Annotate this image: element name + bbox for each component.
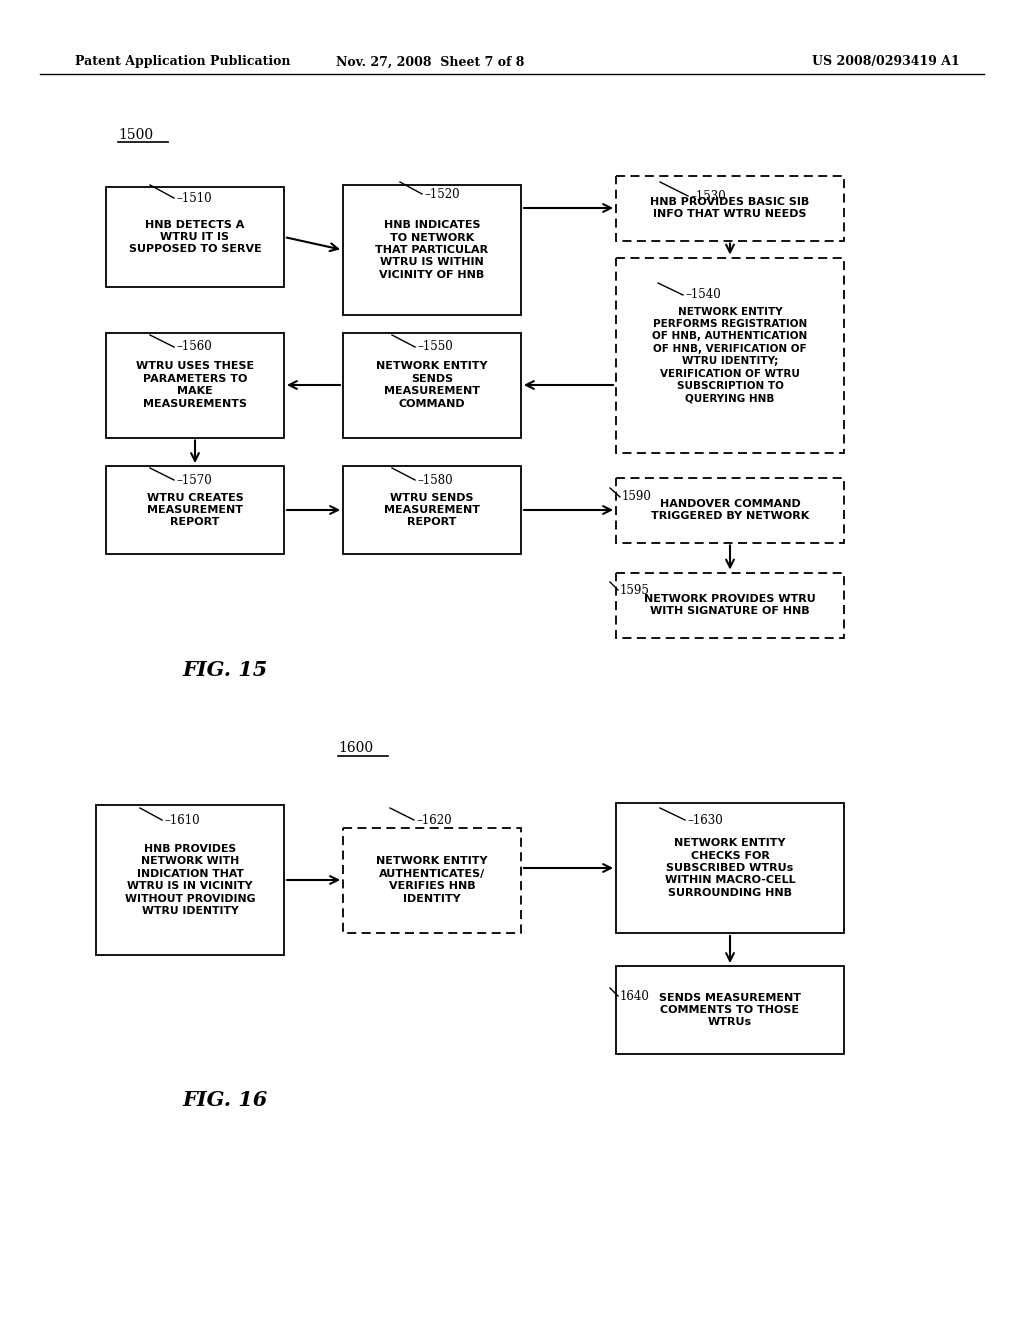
Text: HANDOVER COMMAND
TRIGGERED BY NETWORK: HANDOVER COMMAND TRIGGERED BY NETWORK [651,499,809,521]
Text: 1500: 1500 [118,128,154,143]
Text: NETWORK ENTITY
CHECKS FOR
SUBSCRIBED WTRUs
WITHIN MACRO-CELL
SURROUNDING HNB: NETWORK ENTITY CHECKS FOR SUBSCRIBED WTR… [665,838,796,898]
Bar [616,478,844,543]
Text: HNB DETECTS A
WTRU IT IS
SUPPOSED TO SERVE: HNB DETECTS A WTRU IT IS SUPPOSED TO SER… [129,219,261,255]
Text: Nov. 27, 2008  Sheet 7 of 8: Nov. 27, 2008 Sheet 7 of 8 [336,55,524,69]
Text: NETWORK ENTITY
PERFORMS REGISTRATION
OF HNB, AUTHENTICATION
OF HNB, VERIFICATION: NETWORK ENTITY PERFORMS REGISTRATION OF … [652,306,808,404]
Bar [616,573,844,638]
Bar [616,966,844,1053]
Bar [106,187,284,286]
Text: FIG. 15: FIG. 15 [182,660,267,680]
Bar [106,466,284,554]
Text: –1520: –1520 [424,187,460,201]
Text: HNB PROVIDES BASIC SIB
INFO THAT WTRU NEEDS: HNB PROVIDES BASIC SIB INFO THAT WTRU NE… [650,197,810,219]
Text: US 2008/0293419 A1: US 2008/0293419 A1 [812,55,961,69]
Bar [343,828,521,932]
Text: 1595: 1595 [620,583,650,597]
Text: –1510: –1510 [176,191,212,205]
Text: –1630: –1630 [687,813,723,826]
Text: 1590: 1590 [622,491,652,503]
Text: HNB INDICATES
TO NETWORK
THAT PARTICULAR
WTRU IS WITHIN
VICINITY OF HNB: HNB INDICATES TO NETWORK THAT PARTICULAR… [376,220,488,280]
Text: 1600: 1600 [338,741,373,755]
Text: –1610: –1610 [164,813,200,826]
Text: FIG. 16: FIG. 16 [182,1090,267,1110]
Text: SENDS MEASUREMENT
COMMENTS TO THOSE
WTRUs: SENDS MEASUREMENT COMMENTS TO THOSE WTRU… [659,993,801,1027]
Bar [96,805,284,954]
Text: –1580: –1580 [417,474,453,487]
Bar [343,185,521,315]
Bar [343,333,521,437]
Text: –1540: –1540 [685,289,721,301]
Text: HNB PROVIDES
NETWORK WITH
INDICATION THAT
WTRU IS IN VICINITY
WITHOUT PROVIDING
: HNB PROVIDES NETWORK WITH INDICATION THA… [125,843,255,916]
Text: NETWORK ENTITY
SENDS
MEASUREMENT
COMMAND: NETWORK ENTITY SENDS MEASUREMENT COMMAND [376,362,487,409]
Text: 1640: 1640 [620,990,650,1002]
Bar [616,176,844,240]
Bar [106,333,284,437]
Text: WTRU CREATES
MEASUREMENT
REPORT: WTRU CREATES MEASUREMENT REPORT [146,492,244,528]
Text: NETWORK PROVIDES WTRU
WITH SIGNATURE OF HNB: NETWORK PROVIDES WTRU WITH SIGNATURE OF … [644,594,816,616]
Text: NETWORK ENTITY
AUTHENTICATES/
VERIFIES HNB
IDENTITY: NETWORK ENTITY AUTHENTICATES/ VERIFIES H… [376,857,487,904]
Bar [616,803,844,933]
Bar [343,466,521,554]
Text: –1570: –1570 [176,474,212,487]
Text: –1620: –1620 [416,813,452,826]
Text: Patent Application Publication: Patent Application Publication [75,55,291,69]
Text: –1560: –1560 [176,341,212,354]
Bar [616,257,844,453]
Text: WTRU USES THESE
PARAMETERS TO
MAKE
MEASUREMENTS: WTRU USES THESE PARAMETERS TO MAKE MEASU… [136,362,254,409]
Text: WTRU SENDS
MEASUREMENT
REPORT: WTRU SENDS MEASUREMENT REPORT [384,492,480,528]
Text: –1550: –1550 [417,341,453,354]
Text: –1530: –1530 [690,190,726,202]
